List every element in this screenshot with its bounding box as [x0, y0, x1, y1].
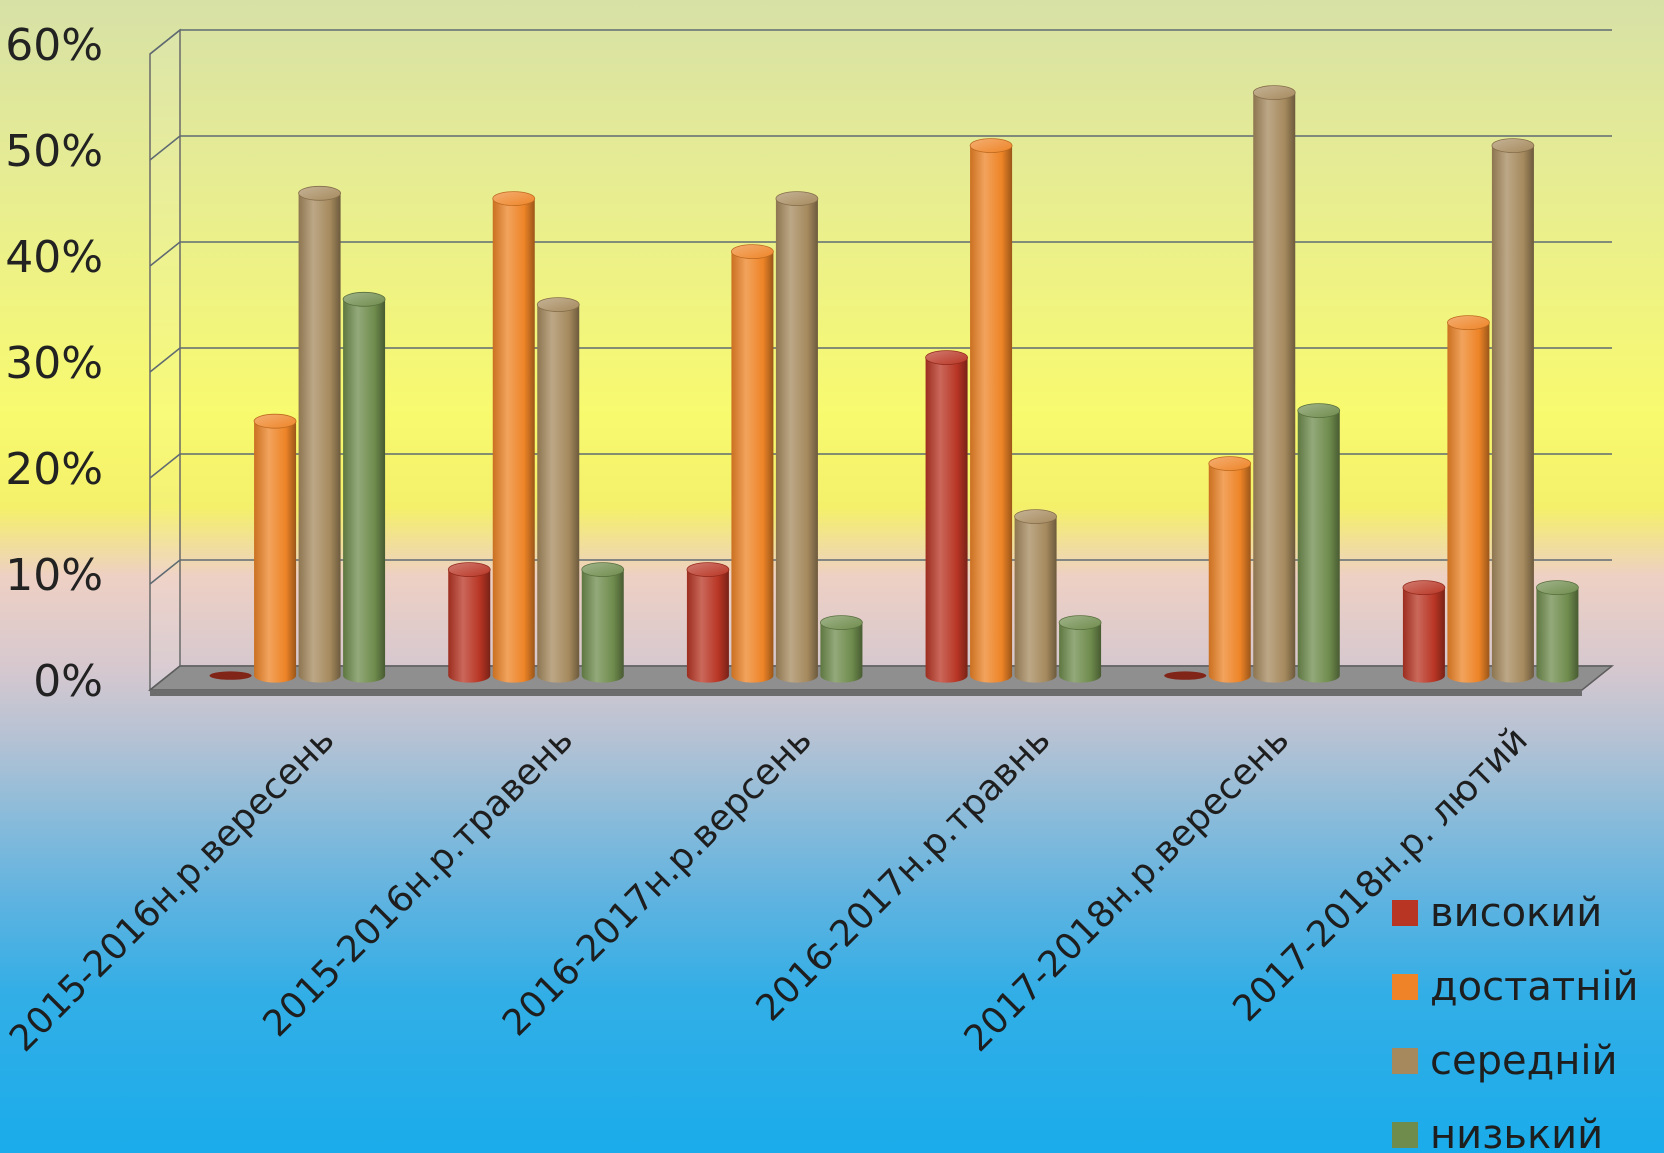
y-tick-label: 0%: [33, 656, 103, 707]
legend-item: низький: [1392, 1112, 1603, 1153]
y-axis-ticks: 0% 10% 20% 30% 40% 50% 60%: [5, 20, 103, 707]
y-tick-label: 30%: [5, 338, 103, 389]
bar: [536, 297, 580, 683]
legend-swatch: [1392, 900, 1418, 926]
y-tick-label: 20%: [5, 444, 103, 495]
legend-swatch: [1392, 1048, 1418, 1074]
bar: [925, 350, 968, 683]
legend: високий достатній середній низький: [1392, 890, 1639, 1153]
legend-item: середній: [1392, 1038, 1618, 1084]
bar: [298, 185, 341, 683]
bar: [253, 413, 297, 683]
gridline: [149, 453, 1612, 479]
bar: [1014, 509, 1057, 683]
gridline: [149, 559, 1612, 585]
bar: [775, 191, 819, 683]
bar: [1536, 580, 1579, 683]
legend-swatch: [1392, 1122, 1418, 1148]
bar: [1164, 671, 1207, 680]
legend-label: низький: [1430, 1112, 1603, 1153]
bar: [1252, 85, 1296, 683]
bar: [492, 191, 536, 683]
bar: [1491, 138, 1535, 683]
legend-swatch: [1392, 974, 1418, 1000]
bar: [581, 562, 625, 683]
floor-edge: [150, 690, 1582, 696]
gridline: [149, 347, 1612, 373]
gridline: [149, 135, 1612, 161]
bars: [209, 85, 1579, 683]
bar: [820, 615, 863, 683]
bar: [209, 671, 252, 680]
bar: [969, 138, 1013, 683]
legend-label: високий: [1430, 890, 1602, 936]
y-tick-label: 10%: [5, 550, 103, 601]
bar: [1208, 456, 1252, 683]
gridline: [149, 29, 1612, 55]
bar: [686, 562, 730, 683]
legend-item: достатній: [1392, 964, 1639, 1010]
bar: [342, 291, 386, 683]
bar: [1058, 615, 1102, 683]
bar: [1297, 403, 1341, 683]
bar: [447, 562, 491, 683]
y-tick-label: 50%: [5, 126, 103, 177]
bar: [1402, 580, 1446, 683]
y-tick-label: 40%: [5, 232, 103, 283]
gridline: [149, 241, 1612, 267]
legend-label: середній: [1430, 1038, 1618, 1084]
y-tick-label: 60%: [5, 20, 103, 71]
bar: [1447, 315, 1490, 683]
legend-item: високий: [1392, 890, 1602, 936]
x-axis-labels: 2015-2016н.р.вересень2015-2016н.р.травен…: [2, 719, 1536, 1060]
bar: [731, 244, 774, 683]
legend-label: достатній: [1430, 964, 1639, 1010]
